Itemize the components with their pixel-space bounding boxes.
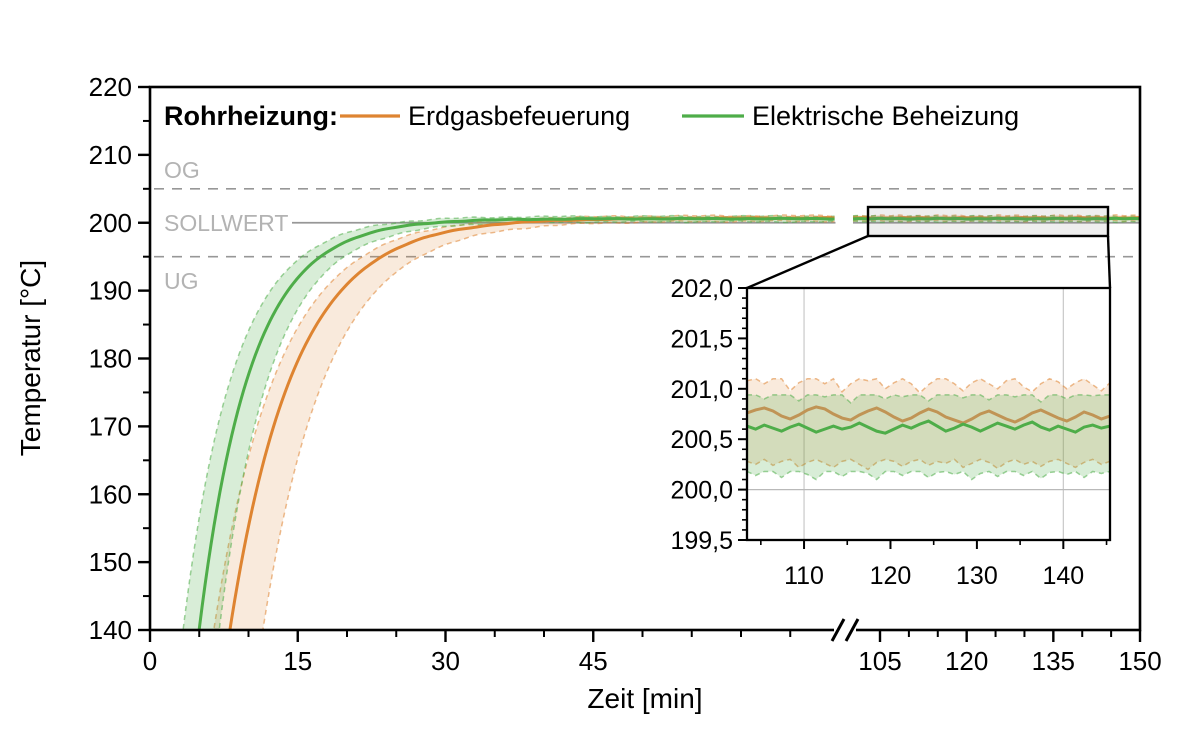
labels-layer: Temperatur [°C] Zeit [min] Rohrheizung: … (15, 101, 1019, 714)
reference-lines (154, 187, 1140, 258)
inset-band-edge-lower (747, 470, 1110, 481)
x-axis-title: Zeit [min] (587, 683, 702, 714)
inset-curve-erdgasbefeuerung (747, 405, 1110, 425)
break-slash (830, 618, 846, 642)
inset-y-tick-label: 202,0 (670, 275, 733, 303)
inset-band-edge-upper (747, 377, 1110, 394)
band-edge-upper (213, 214, 835, 630)
legend-label-erdgas: Erdgasbefeuerung (408, 101, 630, 131)
inset-y-tick-label: 201,5 (670, 325, 733, 353)
plot-decorations: 220 210 200 190 180 170 160 150 140 0 15 30 45 105 120… (89, 72, 1162, 676)
ref-label-ug: UG (164, 268, 199, 294)
axis-break (830, 618, 860, 642)
x-tick-label: 135 (1032, 646, 1075, 676)
inset-y-tick-label: 199,5 (670, 527, 733, 555)
x-tick-label: 0 (143, 646, 157, 676)
break-slash (844, 618, 860, 642)
y-tick-label: 160 (89, 479, 132, 509)
x-tick-label: 45 (579, 646, 608, 676)
legend-title: Rohrheizung: (164, 101, 338, 131)
y-tick-label: 190 (89, 276, 132, 306)
x-tick-label: 15 (283, 646, 312, 676)
inset-plot: 202,0 201,5 201,0 200,5 200,0 199,5 110 120 130 1… (670, 275, 1112, 590)
main-axes: 220 210 200 190 180 170 160 150 140 0 15 30 45 105 120… (89, 72, 1162, 676)
y-axis-title: Temperatur [°C] (15, 260, 46, 456)
y-tick-label: 170 (89, 411, 132, 441)
y-tick-label: 150 (89, 547, 132, 577)
band-edge-upper (852, 214, 1140, 218)
y-tick-label: 220 (89, 72, 132, 102)
curve-elektrische-beheizung (852, 216, 1140, 221)
band-edge-lower (852, 220, 1140, 224)
inset-x-tick-label: 130 (956, 562, 998, 590)
zoom-region-rect (866, 205, 1110, 238)
y-tick-label: 140 (89, 615, 132, 645)
x-tick-label: 30 (431, 646, 460, 676)
zoom-connector-right (1106, 235, 1112, 289)
plot-area (154, 187, 1140, 630)
inset-band-edge-lower (747, 458, 1110, 471)
zoom-region (746, 205, 1112, 290)
inset-x-tick-label: 120 (870, 562, 912, 590)
inset-band (747, 378, 1110, 470)
inset-y-tick-label: 201,0 (670, 376, 733, 404)
inset-content (747, 288, 1110, 540)
inset-y-tick-label: 200,5 (670, 426, 733, 454)
inset-band-edge-upper (747, 394, 1110, 404)
y-tick-label: 210 (89, 140, 132, 170)
ref-label-sollwert: SOLLWERT (164, 210, 288, 236)
ref-label-og: OG (164, 157, 200, 183)
x-tick-label: 105 (858, 646, 901, 676)
y-tick-label: 200 (89, 208, 132, 238)
curve-elektrische-beheizung (197, 216, 835, 630)
inset-y-tick-label: 200,0 (670, 477, 733, 505)
x-tick-label: 150 (1118, 646, 1161, 676)
inset-curve-elektrische-beheizung (747, 419, 1110, 435)
inset-x-tick-label: 140 (1042, 562, 1084, 590)
y-tick-label: 180 (89, 344, 132, 374)
zoom-connector-left (746, 234, 869, 290)
inset-x-tick-label: 110 (784, 562, 824, 590)
legend-label-elektrisch: Elektrische Beheizung (752, 101, 1019, 131)
x-tick-label: 120 (945, 646, 988, 676)
band-edge-lower (218, 220, 835, 630)
curves (182, 214, 1140, 630)
